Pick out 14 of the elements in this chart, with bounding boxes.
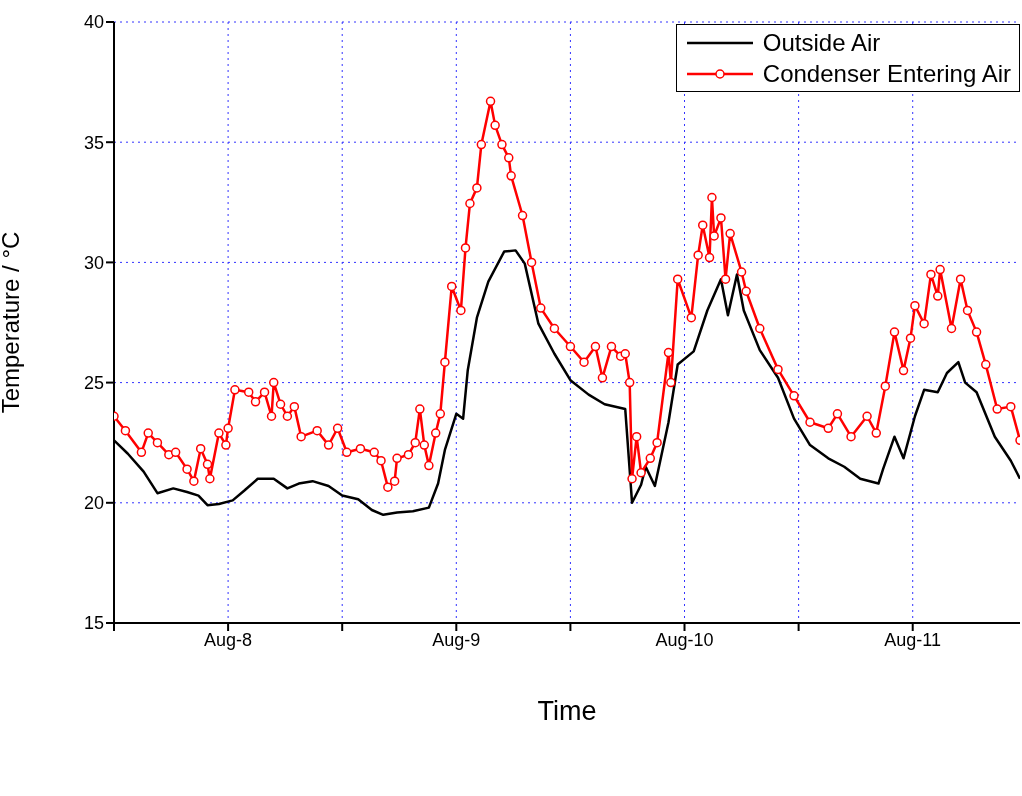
legend-label: Condenser Entering Air	[762, 59, 1011, 89]
y-axis-title: Temperature / °C	[0, 231, 24, 414]
y-tick-label: 15	[83, 613, 104, 634]
y-tick-label: 20	[83, 493, 104, 514]
x-tick-label: Aug-10	[655, 629, 714, 650]
y-tick-label: 35	[83, 132, 104, 153]
legend-label: Outside Air	[762, 28, 881, 58]
y-tick-label: 30	[83, 252, 104, 273]
x-axis-title: Time	[537, 696, 597, 726]
x-tick-label: Aug-9	[432, 629, 481, 650]
x-tick-label: Aug-11	[884, 629, 942, 650]
x-tick-label: Aug-8	[204, 629, 253, 650]
y-tick-label: 40	[83, 12, 104, 33]
y-tick-label: 25	[83, 372, 104, 393]
